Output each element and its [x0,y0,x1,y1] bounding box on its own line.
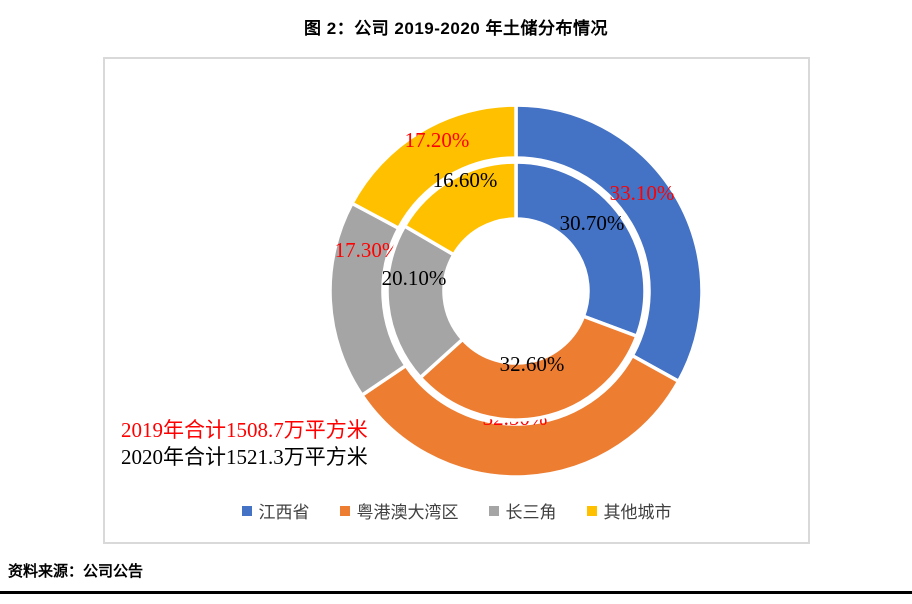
legend-item-江西省: 江西省 [241,498,310,523]
inner-slice-江西省 [514,160,647,339]
totals-annotation: 2019年合计1508.7万平方米 2020年合计1521.3万平方米 [121,417,368,471]
legend-swatch-icon [586,505,597,516]
legend-swatch-icon [241,505,252,516]
total-2020: 2020年合计1521.3万平方米 [121,445,368,469]
legend-swatch-icon [488,505,499,516]
outer-slice-其他城市 [349,103,518,231]
legend-label: 其他城市 [603,503,672,522]
legend-label: 粤港澳大湾区 [356,503,459,522]
slice-label-2019-长三角: 17.30% [335,238,400,262]
slice-label-2019-其他城市: 17.20% [405,128,470,152]
slice-label-2020-其他城市: 16.60% [433,168,498,192]
outer-slice-粤港澳大湾区 [359,353,681,479]
inner-slice-其他城市 [402,160,518,258]
legend-item-粤港澳大湾区: 粤港澳大湾区 [339,498,459,523]
inner-slice-长三角 [385,223,466,380]
inner-slice-粤港澳大湾区 [417,313,640,422]
outer-slice-江西省 [514,103,704,384]
page-title: 图 2：公司 2019-2020 年土储分布情况 [304,19,608,38]
legend-item-其他城市: 其他城市 [586,498,672,523]
source-note: 资料来源：公司公告 [8,563,144,580]
legend-item-长三角: 长三角 [488,498,557,523]
legend-swatch-icon [339,505,350,516]
bottom-divider [0,591,912,594]
slice-label-2020-粤港澳大湾区: 32.60% [500,352,565,376]
chart-legend: 江西省 粤港澳大湾区 长三角 其他城市 [105,498,808,523]
slice-label-2019-江西省: 33.10% [610,181,675,205]
legend-label: 长三角 [505,503,557,522]
total-2019: 2019年合计1508.7万平方米 [121,418,368,442]
slice-label-2020-江西省: 30.70% [560,211,625,235]
legend-label: 江西省 [258,503,310,522]
donut-chart: 33.10%32.50%17.30%17.20%30.70%32.60%20.1… [328,103,704,479]
chart-area: 33.10%32.50%17.30%17.20%30.70%32.60%20.1… [103,57,810,544]
slice-label-2020-长三角: 20.10% [382,266,447,290]
